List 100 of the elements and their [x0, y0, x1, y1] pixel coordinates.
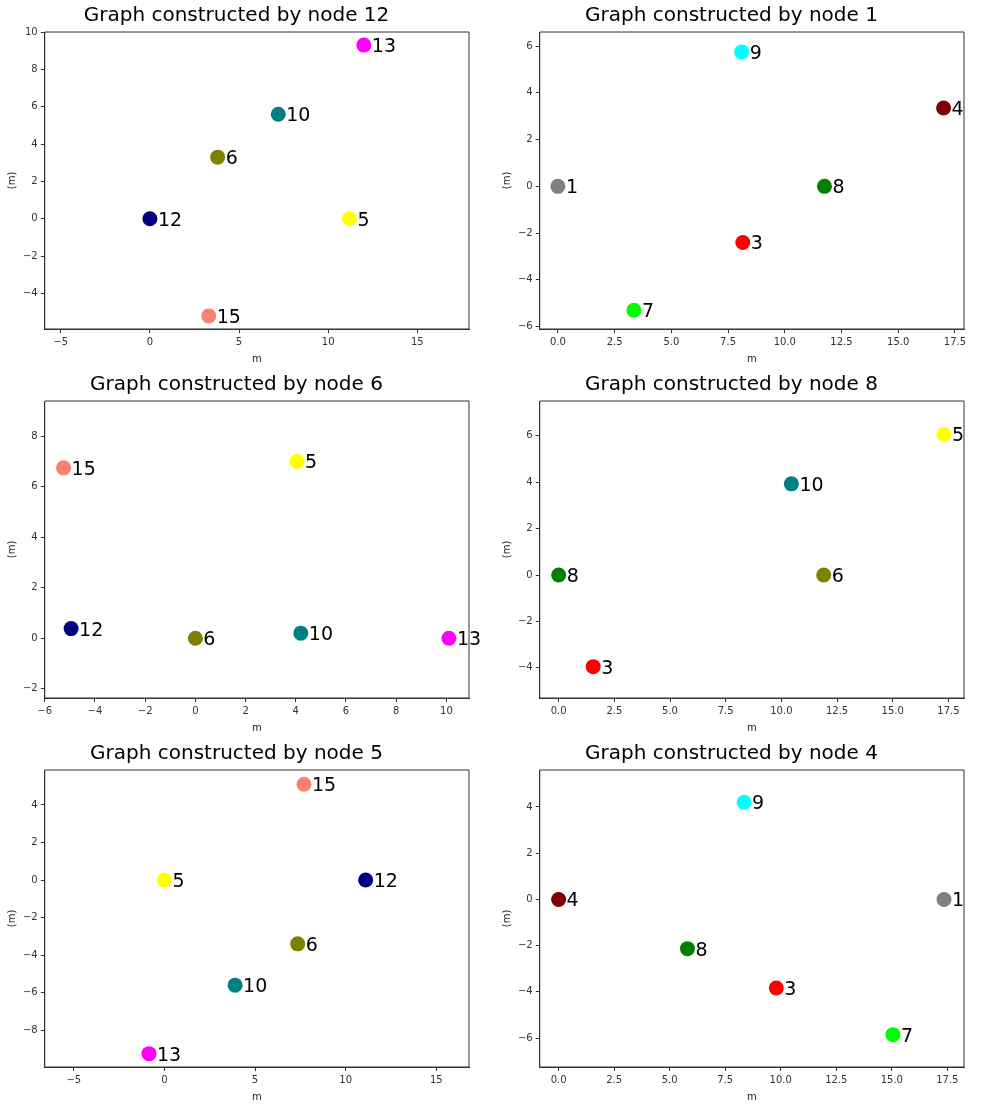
x-axis-title: m: [252, 721, 262, 733]
y-tick-label: 6: [31, 480, 38, 492]
x-tick-label: −5: [53, 335, 69, 347]
y-tick-label: 2: [526, 133, 533, 145]
point: [816, 178, 832, 194]
series-label: 5: [305, 450, 318, 473]
y-tick-label: 0: [31, 873, 38, 885]
series-label: 1: [565, 175, 578, 198]
y-tick-label: 8: [31, 62, 38, 74]
x-tick-label: 0: [192, 704, 199, 716]
point: [936, 426, 952, 442]
y-axis-title: (m): [500, 909, 512, 928]
y-tick-label: 10: [25, 25, 38, 37]
point: [585, 659, 601, 675]
point: [736, 794, 752, 810]
series-label: 3: [601, 655, 614, 678]
series-label: 4: [566, 888, 579, 911]
series-label: 4: [951, 96, 964, 119]
point: [296, 776, 312, 792]
point: [227, 977, 243, 993]
chart-title: Graph constructed by node 1: [585, 2, 878, 27]
series-label: 3: [784, 976, 797, 999]
y-tick-label: −2: [517, 615, 533, 627]
point: [141, 1046, 157, 1062]
chart-title: Graph constructed by node 8: [585, 371, 878, 396]
y-tick-label: −6: [517, 1031, 533, 1043]
x-tick-label: 10: [339, 1073, 353, 1085]
series-label: 5: [357, 207, 370, 230]
series-label: 13: [156, 1042, 182, 1065]
y-tick-label: −4: [517, 273, 533, 285]
y-tick-label: 0: [526, 568, 533, 580]
y-tick-label: 4: [31, 530, 38, 542]
x-tick-label: 0: [161, 1073, 168, 1085]
x-tick-label: 12.5: [825, 704, 849, 716]
y-tick-label: −6: [517, 320, 533, 332]
x-tick-label: 15.0: [881, 704, 904, 716]
y-tick-label: −2: [22, 249, 38, 261]
point: [142, 211, 158, 227]
y-tick-label: −8: [22, 1023, 38, 1035]
series-label: 8: [566, 563, 579, 586]
y-tick-label: 0: [526, 179, 533, 191]
point: [156, 872, 172, 888]
x-tick-label: 7.5: [717, 1073, 734, 1085]
x-tick-label: −2: [137, 704, 153, 716]
point: [551, 891, 567, 907]
x-tick-label: 0.0: [549, 335, 566, 347]
x-tick-label: 15.0: [880, 1073, 903, 1085]
x-tick-label: 10.0: [773, 335, 796, 347]
point: [441, 630, 457, 646]
point: [210, 149, 226, 165]
x-tick-label: 7.5: [720, 335, 736, 347]
series-label: 6: [225, 146, 238, 169]
series-label: 7: [641, 299, 654, 322]
y-tick-label: 2: [31, 175, 38, 187]
series-label: 13: [371, 34, 397, 57]
y-tick-label: −4: [22, 948, 38, 960]
series-label: 15: [71, 456, 96, 479]
point: [358, 872, 374, 888]
y-tick-label: −2: [517, 226, 533, 238]
x-axis-title: m: [252, 352, 262, 364]
y-tick-label: 0: [31, 631, 38, 643]
chart-title: Graph constructed by node 6: [90, 371, 383, 396]
x-tick-label: 17.5: [943, 335, 967, 347]
y-tick-label: 6: [31, 100, 38, 112]
chart-title: Graph constructed by node 12: [83, 2, 390, 27]
series-label: 15: [312, 773, 337, 796]
y-tick-label: 2: [526, 846, 533, 858]
point: [816, 567, 832, 583]
x-tick-label: 17.5: [937, 704, 960, 716]
point: [187, 630, 203, 646]
point: [290, 936, 306, 952]
point: [734, 44, 750, 60]
y-tick-label: −6: [22, 986, 38, 998]
x-tick-label: 2.5: [606, 335, 623, 347]
x-tick-label: 0: [146, 335, 154, 347]
x-tick-label: 5.0: [662, 704, 678, 716]
series-label: 1: [952, 888, 965, 911]
series-label: 7: [900, 1023, 914, 1046]
y-tick-label: 6: [526, 429, 533, 441]
x-tick-label: 2.5: [606, 704, 623, 716]
y-tick-label: 4: [31, 798, 38, 810]
point: [550, 178, 566, 194]
y-tick-label: 4: [526, 86, 533, 98]
series-label: 10: [308, 622, 333, 645]
y-tick-label: 0: [31, 212, 38, 224]
series-label: 15: [216, 304, 241, 327]
x-tick-label: 5: [235, 335, 243, 347]
y-tick-label: 4: [526, 800, 533, 812]
series-label: 5: [172, 868, 185, 891]
series-label: 12: [373, 868, 398, 891]
x-tick-label: 15: [430, 1073, 443, 1085]
x-tick-label: 5.0: [661, 1073, 678, 1085]
y-tick-label: 8: [31, 429, 38, 441]
series-label: 10: [799, 472, 824, 495]
series-label: 12: [157, 207, 183, 230]
point: [783, 476, 799, 492]
point: [289, 454, 305, 470]
x-tick-label: 2.5: [606, 1073, 623, 1085]
point: [342, 211, 358, 227]
series-label: 8: [695, 937, 708, 960]
